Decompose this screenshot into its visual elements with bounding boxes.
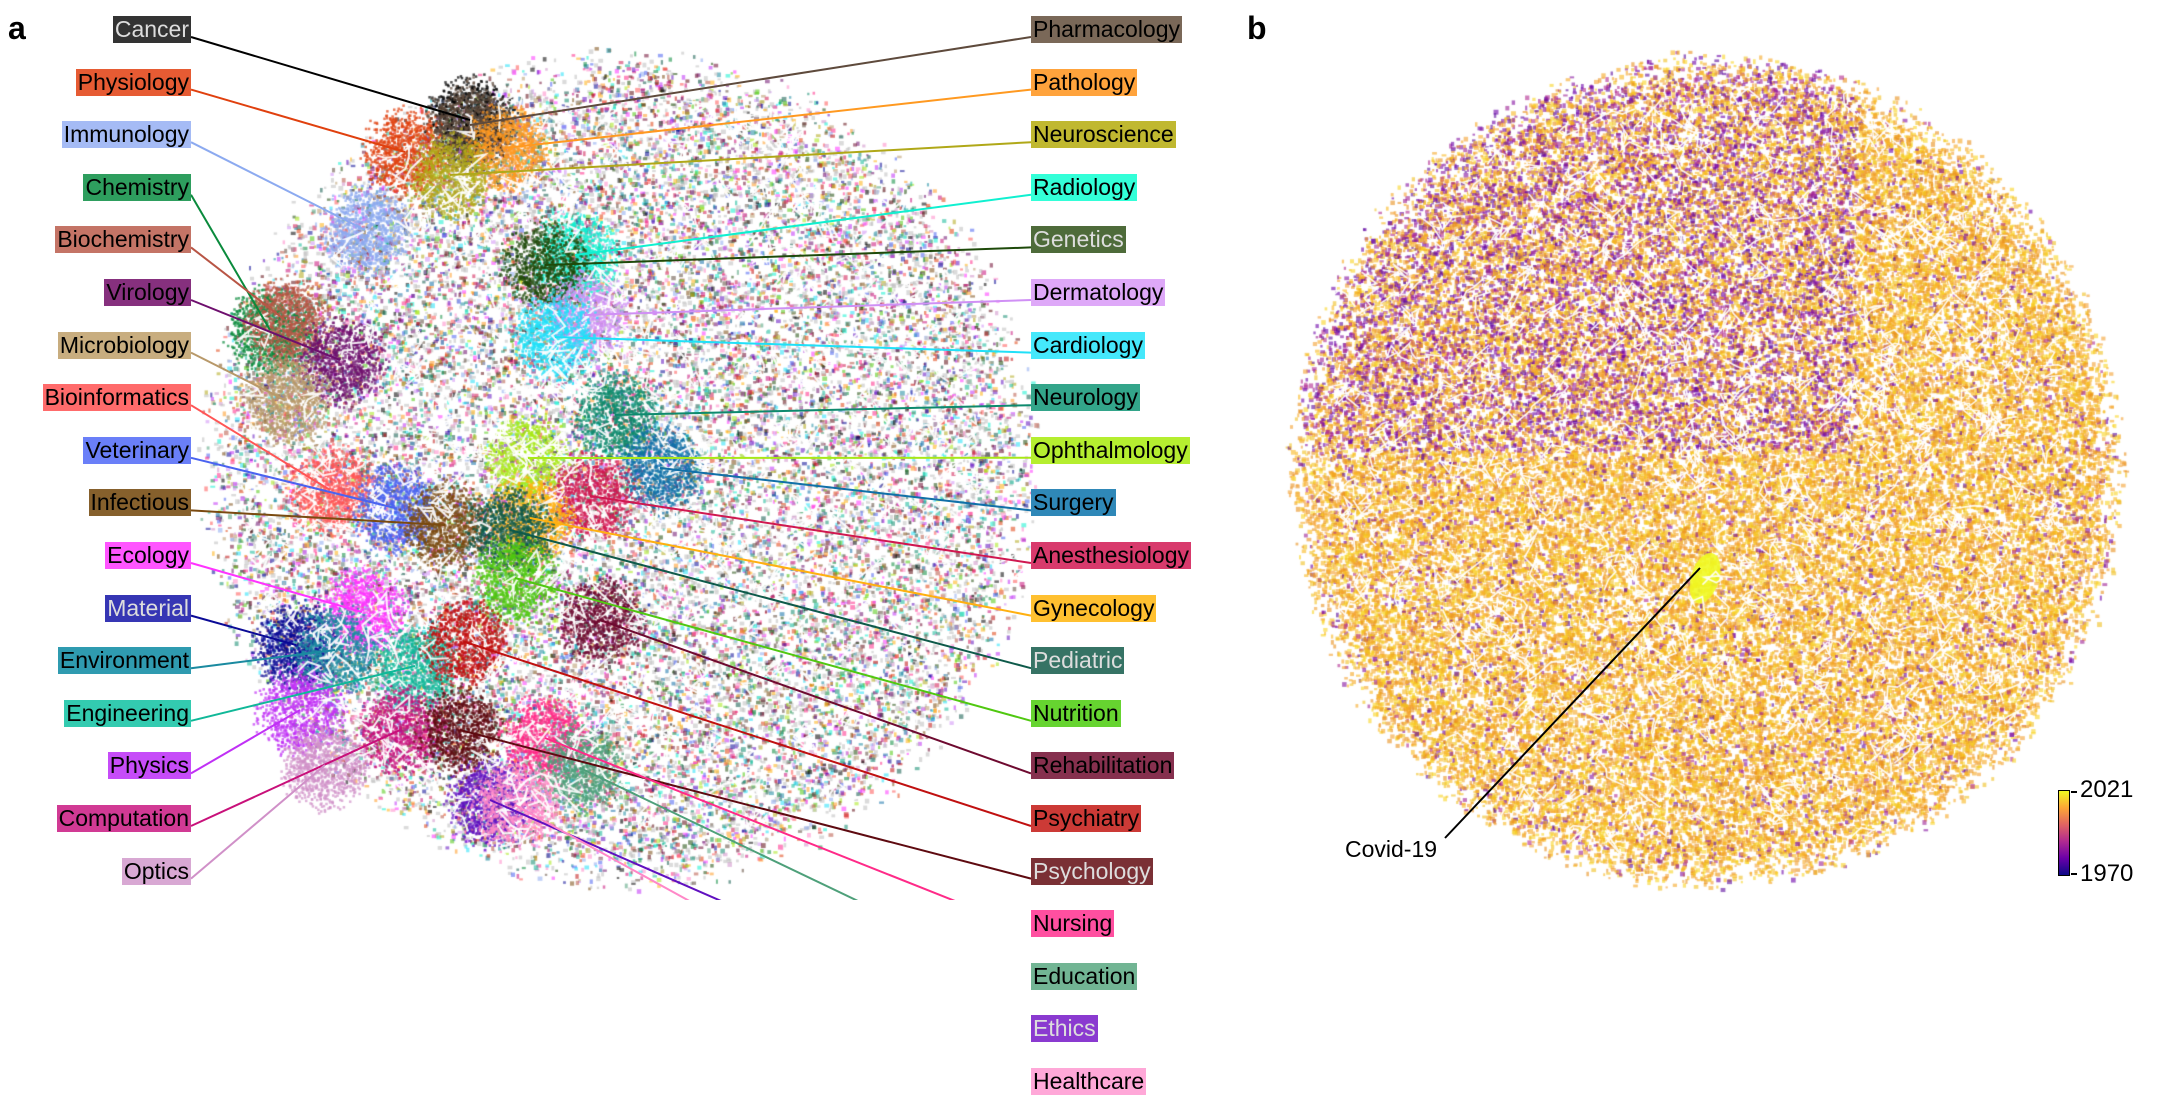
leader-line-education bbox=[580, 768, 1031, 900]
label-psychiatry: Psychiatry bbox=[1031, 805, 1141, 832]
leader-line-immunology bbox=[191, 142, 365, 230]
label-anesthesiology: Anesthesiology bbox=[1031, 542, 1191, 569]
label-psychology: Psychology bbox=[1031, 858, 1153, 885]
leader-line-physics bbox=[191, 710, 300, 773]
leader-line-infectious bbox=[191, 510, 445, 525]
label-veterinary: Veterinary bbox=[83, 437, 191, 464]
label-neurology: Neurology bbox=[1031, 384, 1140, 411]
label-genetics: Genetics bbox=[1031, 226, 1126, 253]
colorbar-tick-max bbox=[2071, 791, 2077, 793]
leader-line-physiology bbox=[191, 90, 405, 152]
leader-line-bioinformatics bbox=[191, 405, 330, 490]
leader-line-psychiatry bbox=[465, 642, 1031, 826]
label-biochemistry: Biochemistry bbox=[55, 226, 191, 253]
label-nutrition: Nutrition bbox=[1031, 700, 1121, 727]
leader-line-rehabilitation bbox=[600, 620, 1031, 773]
leader-line-biochemistry bbox=[191, 247, 285, 320]
leader-line-cancer bbox=[191, 37, 470, 120]
label-healthcare: Healthcare bbox=[1031, 1068, 1146, 1095]
label-radiology: Radiology bbox=[1031, 174, 1137, 201]
colorbar-tick-min bbox=[2071, 873, 2077, 875]
label-cardiology: Cardiology bbox=[1031, 332, 1145, 359]
leader-line-nursing bbox=[545, 738, 1031, 900]
leader-line-anesthesiology bbox=[590, 496, 1031, 563]
leader-line-radiology bbox=[575, 195, 1031, 255]
label-physics: Physics bbox=[108, 752, 191, 779]
leader-line-surgery bbox=[660, 468, 1031, 510]
leader-line-ethics bbox=[490, 800, 1031, 900]
label-material: Material bbox=[105, 595, 191, 622]
label-nursing: Nursing bbox=[1031, 910, 1114, 937]
leader-line-healthcare bbox=[515, 805, 1031, 900]
label-virology: Virology bbox=[104, 279, 191, 306]
label-cancer: Cancer bbox=[113, 16, 191, 43]
label-bioinformatics: Bioinformatics bbox=[43, 384, 191, 411]
label-ecology: Ecology bbox=[105, 542, 191, 569]
leader-line-ecology bbox=[191, 563, 362, 612]
label-engineering: Engineering bbox=[64, 700, 191, 727]
year-colorbar bbox=[2058, 790, 2070, 876]
label-education: Education bbox=[1031, 963, 1137, 990]
leader-line-pathology bbox=[505, 90, 1031, 148]
leader-line-neuroscience bbox=[450, 142, 1031, 175]
colorbar-min-label: 1970 bbox=[2080, 860, 2133, 888]
leader-line-optics bbox=[191, 765, 325, 879]
label-pathology: Pathology bbox=[1031, 69, 1137, 96]
leader-line-cardiology bbox=[555, 337, 1031, 353]
label-pediatric: Pediatric bbox=[1031, 647, 1124, 674]
leader-line-pharmacology bbox=[470, 37, 1031, 125]
label-immunology: Immunology bbox=[62, 121, 191, 148]
label-microbiology: Microbiology bbox=[58, 332, 191, 359]
leader-line-computation bbox=[191, 730, 400, 826]
leader-line-material bbox=[191, 616, 296, 645]
covid-leader-line bbox=[1445, 568, 1700, 838]
label-ophthalmology: Ophthalmology bbox=[1031, 437, 1190, 464]
label-environment: Environment bbox=[58, 647, 191, 674]
leader-line-microbiology bbox=[191, 353, 285, 400]
leader-line-neurology bbox=[615, 405, 1031, 415]
label-neuroscience: Neuroscience bbox=[1031, 121, 1176, 148]
label-dermatology: Dermatology bbox=[1031, 279, 1165, 306]
leader-line-virology bbox=[191, 300, 340, 360]
label-ethics: Ethics bbox=[1031, 1015, 1098, 1042]
colorbar-max-label: 2021 bbox=[2080, 776, 2133, 804]
label-infectious: Infectious bbox=[89, 489, 191, 516]
label-surgery: Surgery bbox=[1031, 489, 1116, 516]
leader-line-environment bbox=[191, 650, 335, 668]
label-chemistry: Chemistry bbox=[83, 174, 191, 201]
label-computation: Computation bbox=[57, 805, 191, 832]
label-optics: Optics bbox=[122, 858, 191, 885]
leader-line-chemistry bbox=[191, 195, 270, 330]
covid-19-annotation: Covid-19 bbox=[1345, 836, 1437, 863]
label-gynecology: Gynecology bbox=[1031, 595, 1156, 622]
leader-line-dermatology bbox=[585, 300, 1031, 315]
leader-line-veterinary bbox=[191, 458, 395, 508]
leader-line-engineering bbox=[191, 666, 415, 721]
label-physiology: Physiology bbox=[76, 69, 191, 96]
leader-line-psychology bbox=[460, 730, 1031, 879]
label-rehabilitation: Rehabilitation bbox=[1031, 752, 1174, 779]
label-pharmacology: Pharmacology bbox=[1031, 16, 1182, 43]
